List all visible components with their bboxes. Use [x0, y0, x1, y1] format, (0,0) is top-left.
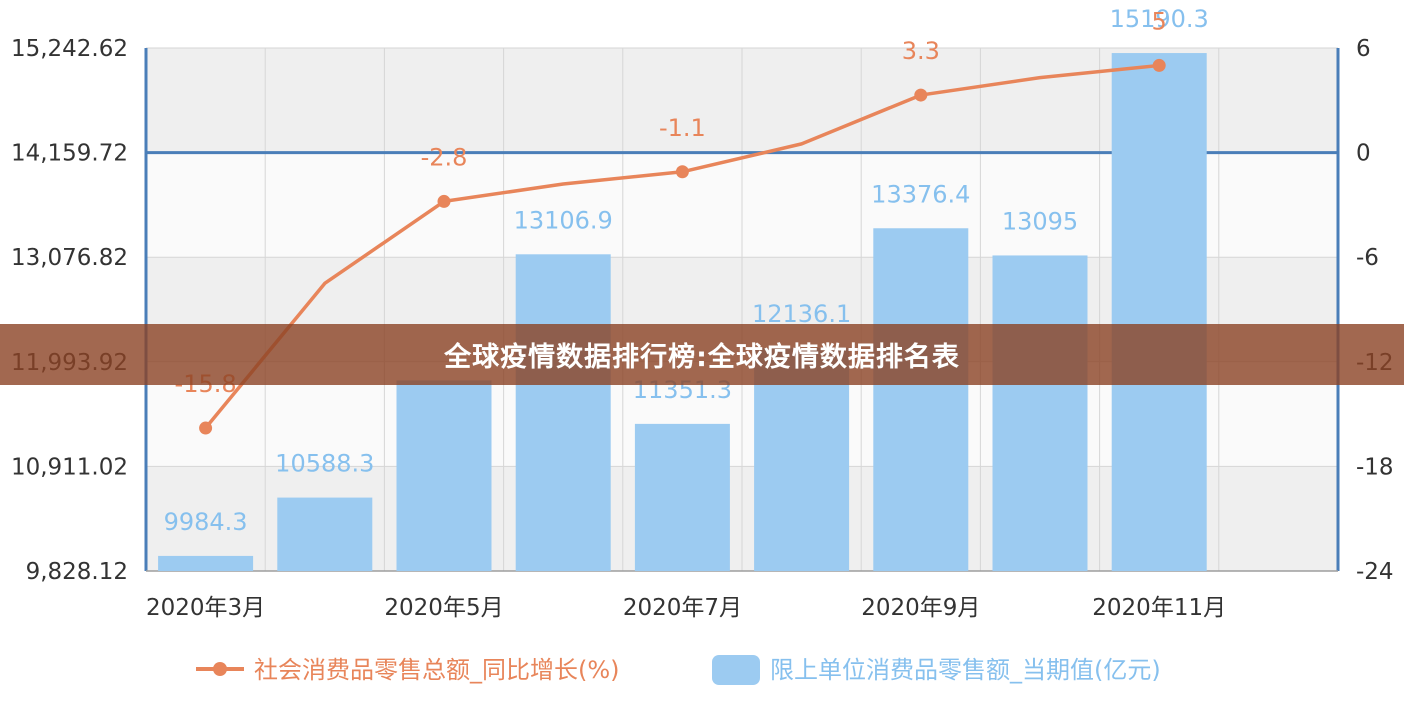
bar-data-label: 15190.3	[1110, 5, 1209, 33]
x-tick-label: 2020年9月	[861, 595, 980, 621]
banner-title: 全球疫情数据排行榜:全球疫情数据排名表	[444, 342, 960, 373]
bar-data-label: 12136.1	[752, 300, 851, 328]
x-tick-label: 2020年5月	[384, 595, 503, 621]
bar	[277, 497, 373, 571]
bar	[992, 255, 1088, 571]
bar	[873, 228, 969, 571]
line-data-label: -2.8	[421, 143, 468, 171]
line-data-label: -1.1	[659, 114, 706, 142]
line-marker	[199, 421, 213, 435]
legend-bar-label: 限上单位消费品零售额_当期值(亿元)	[770, 656, 1161, 684]
legend-bar-swatch	[712, 655, 760, 685]
line-data-label: 3.3	[902, 37, 940, 65]
y-left-tick-label: 13,076.82	[11, 245, 128, 271]
bar-data-label: 9984.3	[164, 508, 248, 536]
y-left-tick-label: 9,828.12	[26, 559, 128, 585]
x-tick-label: 2020年3月	[146, 595, 265, 621]
line-data-label: 5	[1152, 7, 1167, 35]
title-banner: 全球疫情数据排行榜:全球疫情数据排名表	[0, 324, 1404, 385]
bar-data-label: 13095	[1002, 207, 1078, 235]
y-left-tick-label: 10,911.02	[11, 454, 128, 480]
y-right-tick-label: -6	[1356, 245, 1379, 271]
bar-data-label: 10588.3	[275, 450, 374, 478]
bar	[634, 423, 730, 571]
x-tick-label: 2020年11月	[1092, 595, 1226, 621]
line-marker	[1152, 58, 1166, 72]
bar	[515, 254, 611, 571]
y-right-tick-label: -24	[1356, 559, 1394, 585]
line-marker	[675, 165, 689, 179]
y-left-tick-label: 14,159.72	[11, 141, 128, 167]
line-marker	[914, 88, 928, 102]
bar	[1111, 53, 1207, 572]
bar	[158, 555, 254, 571]
bar-data-label: 13376.4	[871, 180, 970, 208]
legend-line-marker	[213, 662, 227, 676]
y-left-tick-label: 15,242.62	[11, 36, 128, 62]
y-right-tick-label: 0	[1356, 141, 1371, 167]
bar	[754, 348, 850, 571]
line-marker	[437, 194, 451, 208]
x-tick-label: 2020年7月	[623, 595, 742, 621]
bar-data-label: 13106.9	[514, 206, 613, 234]
bar	[396, 380, 492, 571]
legend-line-label: 社会消费品零售总额_同比增长(%)	[254, 656, 620, 684]
y-right-tick-label: -18	[1356, 454, 1394, 480]
y-right-tick-label: 6	[1356, 36, 1371, 62]
